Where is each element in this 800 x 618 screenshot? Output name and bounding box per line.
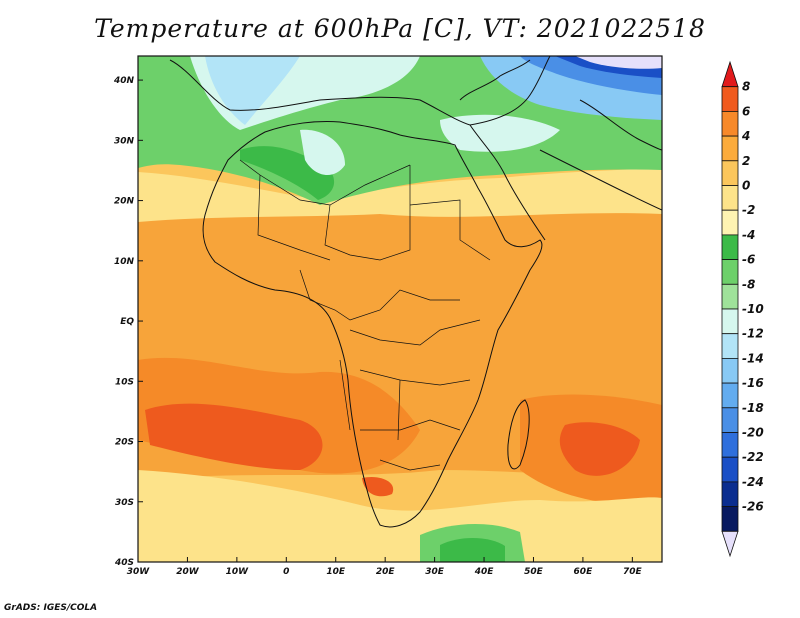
lat-tick-label: 20N	[114, 197, 135, 207]
colorbar-label: 4	[741, 129, 750, 143]
lon-tick-label: 60E	[574, 567, 594, 577]
colorbar-swatch	[721, 86, 739, 112]
colorbar-swatch	[721, 135, 739, 162]
lon-tick-label: 10E	[326, 567, 346, 577]
colorbar-swatch	[721, 308, 739, 335]
colorbar-label: -6	[742, 253, 755, 267]
country-borders	[239, 159, 491, 471]
field-band-light-yellow	[138, 168, 662, 222]
field-max-south-africa	[362, 476, 394, 497]
colorbar-label: 2	[742, 154, 750, 168]
field-max-indian-ocean	[559, 422, 640, 476]
colorbar-label: 6	[742, 104, 750, 118]
field-band-cyan-east	[440, 114, 560, 152]
colorbar-swatch	[721, 382, 739, 409]
colorbar-label: -8	[742, 277, 755, 291]
field-band-light-yellow-south	[138, 470, 662, 562]
credit-label: GrADS: IGES/COLA	[4, 603, 98, 613]
lon-tick-label: 20W	[176, 567, 200, 577]
lat-tick-label: 40N	[113, 76, 135, 86]
field-min-ne	[575, 56, 662, 69]
colorbar-swatch	[721, 333, 739, 359]
field-max-sw-atlantic	[145, 403, 323, 470]
colorbar-swatch	[721, 481, 739, 507]
lat-tick-label: 10N	[114, 257, 135, 267]
lat-tick-label: 20S	[115, 438, 134, 448]
map-title: Temperature at 600hPa [C], VT: 202102251…	[94, 14, 706, 43]
lat-tick-label: 10S	[115, 377, 134, 387]
lon-tick-label: 0	[283, 567, 289, 577]
colorbar-swatch	[721, 357, 739, 384]
lon-tick-label: 20E	[376, 567, 396, 577]
colorbar-swatch	[721, 407, 739, 433]
colorbar-label: -10	[742, 302, 764, 316]
lon-tick-label: 40E	[474, 567, 495, 577]
lat-tick-label: 40S	[114, 558, 134, 568]
colorbar: 8 6 4 2 0 -2 -4 -6 -8 -10 -12 -14 -16 -18 -20 -22 -24 -26	[721, 60, 764, 558]
colorbar-swatch	[721, 432, 739, 458]
lat-tick-label: 30S	[115, 498, 134, 508]
colorbar-swatch	[721, 111, 739, 137]
coastline-africa	[169, 56, 662, 528]
map-frame	[137, 55, 663, 563]
field-band-cyan-sahara	[300, 129, 345, 176]
colorbar-swatch	[721, 530, 739, 558]
colorbar-swatch	[721, 234, 739, 260]
colorbar-swatch	[721, 60, 739, 88]
colorbar-swatch	[721, 209, 739, 236]
field-band-green-south-core	[440, 537, 505, 562]
colorbar-label: -2	[742, 203, 755, 217]
lon-tick-label: 10W	[226, 567, 250, 577]
coastline-madagascar	[507, 399, 530, 470]
colorbar-label: -22	[742, 450, 764, 464]
colorbar-label: -14	[742, 351, 764, 365]
colorbar-label: -20	[742, 426, 764, 440]
colorbar-label: -16	[742, 376, 764, 390]
lat-tick-label: EQ	[120, 317, 134, 327]
lon-tick-label: 50E	[524, 567, 544, 577]
colorbar-label: -24	[742, 475, 764, 489]
temperature-field	[138, 56, 662, 562]
colorbar-swatch	[721, 456, 739, 483]
colorbar-swatch	[721, 283, 739, 310]
colorbar-label: -18	[742, 401, 764, 415]
colorbar-label: 8	[742, 80, 750, 94]
lon-tick-label: 70E	[623, 567, 643, 577]
lon-tick-label: 30E	[425, 567, 445, 577]
colorbar-label: -26	[742, 500, 764, 514]
colorbar-swatch	[721, 160, 739, 186]
axis-ticks: 30W 20W 10W 0 10E 20E 30E 40E 50E 60E 70E 40N 30N 20N…	[113, 76, 643, 577]
field-band-lightblue	[205, 56, 300, 125]
colorbar-label: -4	[742, 228, 755, 242]
colorbar-swatch	[721, 506, 739, 532]
lon-tick-label: 30W	[127, 567, 151, 577]
lat-tick-label: 30N	[114, 136, 135, 146]
colorbar-label: 0	[742, 179, 750, 193]
colorbar-label: -12	[742, 327, 764, 341]
colorbar-swatch	[721, 259, 739, 285]
colorbar-swatch	[721, 185, 739, 211]
